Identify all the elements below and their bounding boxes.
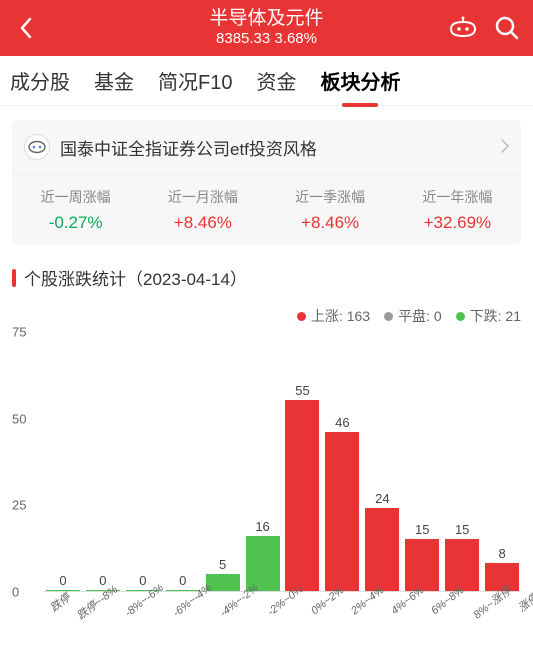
info-banner[interactable]: 国泰中证全指证券公司etf投资风格: [12, 120, 521, 175]
info-card: 国泰中证全指证券公司etf投资风格 近一周涨幅-0.27%近一月涨幅+8.46%…: [12, 120, 521, 245]
stat-value: -0.27%: [12, 213, 139, 233]
bar: [405, 539, 439, 591]
bar: [325, 432, 359, 591]
legend-item-1: 平盘: 0: [384, 306, 442, 326]
chevron-left-icon: [18, 16, 34, 40]
bar-value: 5: [219, 557, 226, 572]
bar: [365, 508, 399, 591]
bar-value: 8: [498, 546, 505, 561]
section-title-text: 个股涨跌统计（2023-04-14）: [24, 265, 247, 290]
page-title: 半导体及元件: [209, 8, 323, 31]
banner-text: 国泰中证全指证券公司etf投资风格: [60, 135, 501, 160]
legend-text: 平盘: 0: [398, 306, 442, 326]
tab-3[interactable]: 资金: [256, 66, 296, 95]
bar-value: 24: [375, 491, 389, 506]
header-subtitle: 8385.33 3.68%: [209, 30, 323, 48]
banner-icon: [24, 134, 50, 160]
stat-value: +32.69%: [394, 213, 521, 233]
section-accent-bar: [12, 269, 16, 287]
robot-small-icon: [28, 140, 46, 154]
chart-legend: 上涨: 163 平盘: 0 下跌: 21: [12, 306, 521, 326]
bar-value: 55: [295, 383, 309, 398]
stat-value: +8.46%: [139, 213, 266, 233]
section-title: 个股涨跌统计（2023-04-14）: [12, 265, 521, 290]
search-icon: [494, 15, 520, 41]
y-tick: 0: [12, 585, 19, 600]
legend-dot: [384, 312, 393, 321]
bar-wrap-10: 15: [443, 522, 481, 591]
robot-button[interactable]: [449, 14, 477, 42]
chevron-right-icon: [501, 137, 509, 158]
x-label: 涨停: [514, 589, 533, 615]
legend-dot: [297, 312, 306, 321]
y-tick: 50: [12, 411, 26, 426]
tab-2[interactable]: 简况F10: [158, 66, 232, 95]
header-actions: [449, 14, 521, 42]
change-pct: 3.68%: [274, 30, 317, 47]
header-center: 半导体及元件 8385.33 3.68%: [209, 8, 323, 49]
bar-value: 46: [335, 415, 349, 430]
stat-label: 近一季涨幅: [267, 187, 394, 207]
stat-label: 近一月涨幅: [139, 187, 266, 207]
bar-wrap-7: 46: [323, 415, 361, 591]
stat-cell-3: 近一年涨幅 +32.69%: [394, 187, 521, 233]
bar-wrap-3: 0: [164, 573, 202, 591]
x-labels: 跌停跌停~-8%-8%~-6%-6%~-4%-4%~-2%-2%~0%0%~2%…: [44, 596, 521, 612]
bar-wrap-6: 55: [284, 383, 322, 591]
chart: 0255075 000051655462415158 跌停跌停~-8%-8%~-…: [12, 332, 521, 637]
legend-item-0: 上涨: 163: [297, 306, 370, 326]
stat-cell-2: 近一季涨幅 +8.46%: [267, 187, 394, 233]
stat-value: +8.46%: [267, 213, 394, 233]
bar: [445, 539, 479, 591]
legend-text: 上涨: 163: [311, 306, 370, 326]
header: 半导体及元件 8385.33 3.68%: [0, 0, 533, 56]
bar-value: 15: [455, 522, 469, 537]
bar-wrap-8: 24: [363, 491, 401, 591]
bar-value: 15: [415, 522, 429, 537]
x-label: 跌停: [46, 589, 73, 615]
bar: [285, 400, 319, 591]
section: 个股涨跌统计（2023-04-14）: [12, 265, 521, 290]
tabs: 成分股基金简况F10 资金板块分析: [0, 56, 533, 106]
search-button[interactable]: [493, 14, 521, 42]
robot-icon: [449, 16, 477, 40]
index-value: 8385.33: [216, 30, 270, 47]
tab-1[interactable]: 基金: [94, 66, 134, 95]
bar-value: 0: [59, 573, 66, 588]
tab-0[interactable]: 成分股: [10, 66, 70, 95]
back-button[interactable]: [12, 14, 40, 42]
y-tick: 75: [12, 325, 26, 340]
bar-value: 16: [255, 519, 269, 534]
legend-item-2: 下跌: 21: [456, 306, 521, 326]
stat-cell-1: 近一月涨幅 +8.46%: [139, 187, 266, 233]
bar-value: 0: [179, 573, 186, 588]
bar-wrap-5: 16: [244, 519, 282, 591]
legend-dot: [456, 312, 465, 321]
y-tick: 25: [12, 498, 26, 513]
stats-row: 近一周涨幅-0.27%近一月涨幅+8.46%近一季涨幅+8.46%近一年涨幅+3…: [12, 175, 521, 245]
bar-value: 0: [139, 573, 146, 588]
stat-cell-0: 近一周涨幅 -0.27%: [12, 187, 139, 233]
bar-wrap-9: 15: [403, 522, 441, 591]
y-axis: 0255075: [12, 332, 40, 592]
stat-label: 近一周涨幅: [12, 187, 139, 207]
legend-text: 下跌: 21: [470, 306, 521, 326]
stat-label: 近一年涨幅: [394, 187, 521, 207]
tab-4[interactable]: 板块分析: [320, 66, 400, 95]
bars-container: 000051655462415158: [44, 332, 521, 592]
